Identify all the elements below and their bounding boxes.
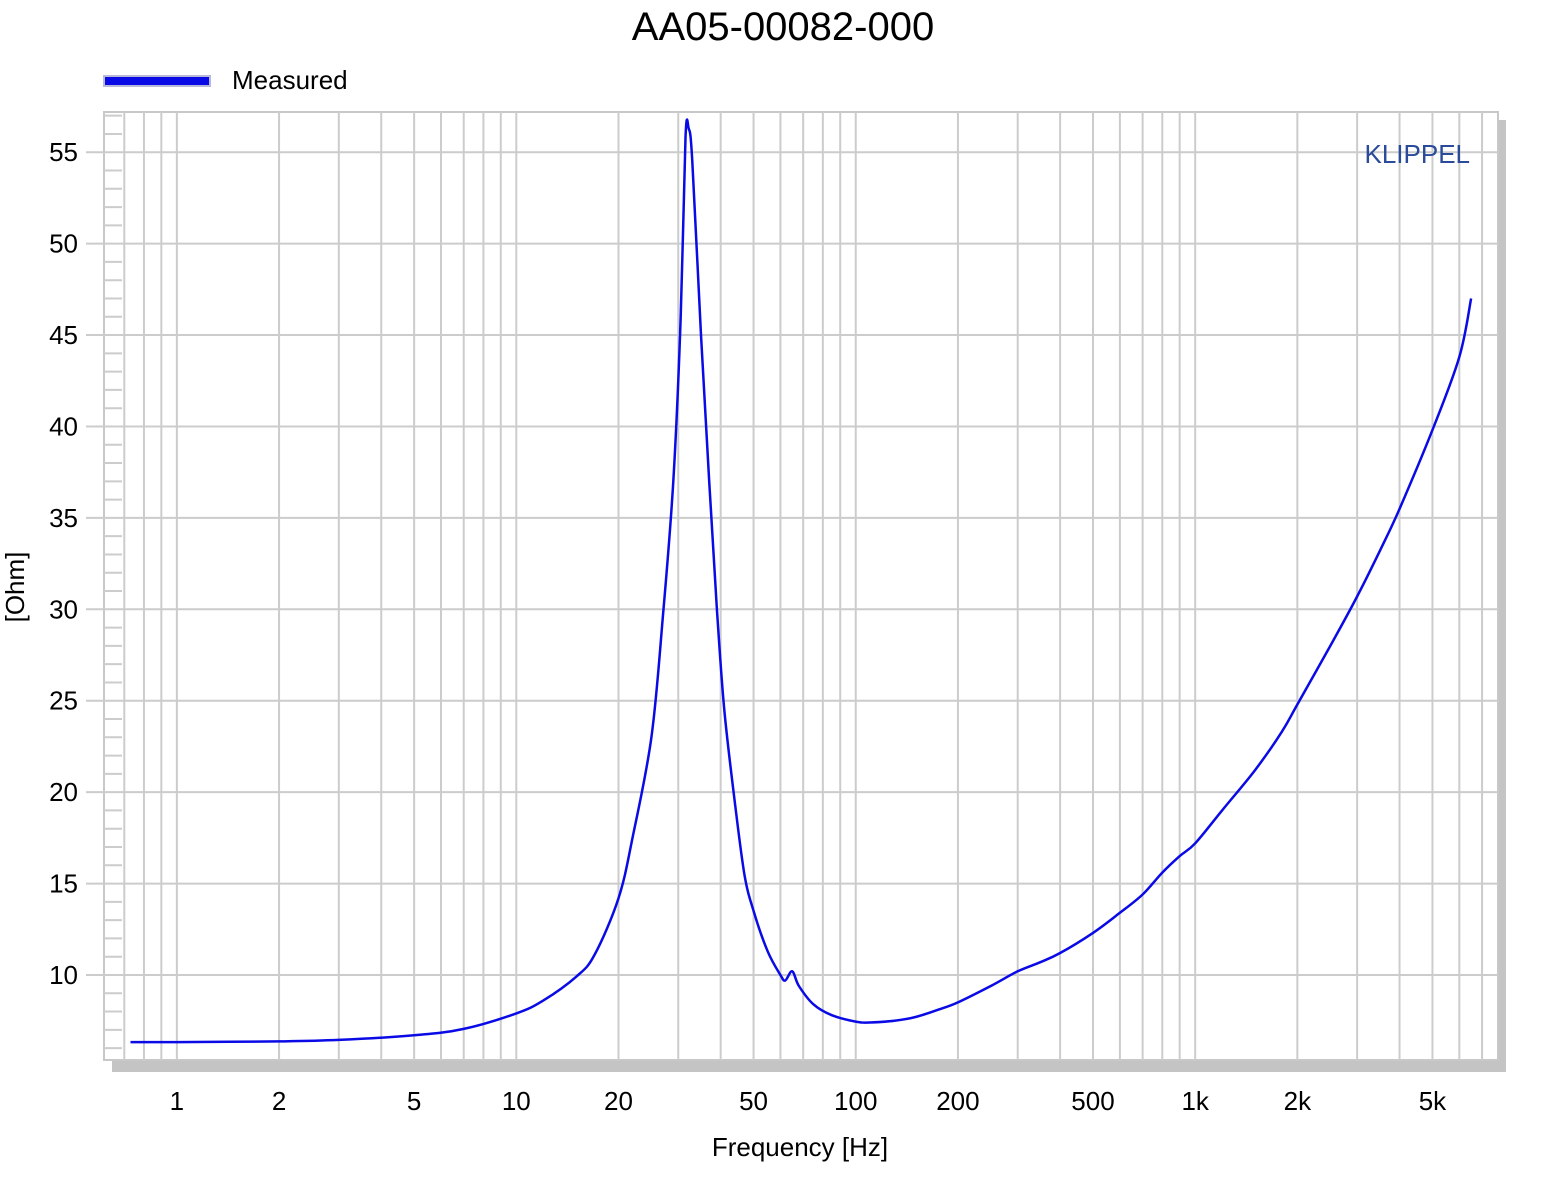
x-axis-label: Frequency [Hz] xyxy=(712,1132,888,1162)
x-tick-label: 20 xyxy=(604,1086,633,1116)
legend: Measured xyxy=(103,65,348,95)
y-tick-label: 45 xyxy=(49,320,78,350)
y-tick-label: 40 xyxy=(49,411,78,441)
legend-label-measured: Measured xyxy=(232,65,348,95)
series-line-measured xyxy=(130,118,1473,1044)
plot-area xyxy=(103,111,1499,1061)
x-tick-label: 500 xyxy=(1071,1086,1114,1116)
x-axis-ticks: 1 2 5 10 20 50 100 200 500 1k 2k 5k xyxy=(170,1086,1448,1116)
x-tick-label: 1 xyxy=(170,1086,184,1116)
y-tick-label: 10 xyxy=(49,960,78,990)
y-tick-label: 20 xyxy=(49,777,78,807)
x-tick-label: 100 xyxy=(834,1086,877,1116)
y-tick-label: 25 xyxy=(49,686,78,716)
x-tick-label: 5 xyxy=(407,1086,421,1116)
x-tick-label: 2 xyxy=(272,1086,286,1116)
y-axis-ticks: 10 15 20 25 30 35 40 45 50 55 xyxy=(49,137,78,990)
x-tick-label: 50 xyxy=(739,1086,768,1116)
y-tick-label: 15 xyxy=(49,869,78,899)
chart-title: AA05-00082-000 xyxy=(632,5,934,49)
y-minor-ticks xyxy=(104,114,122,1050)
grid xyxy=(86,112,1498,1060)
watermark-klippel: KLIPPEL xyxy=(1364,139,1470,169)
y-tick-label: 50 xyxy=(49,229,78,259)
legend-swatch-measured xyxy=(103,75,211,87)
y-axis-label: [Ohm] xyxy=(0,552,30,623)
x-tick-label: 2k xyxy=(1284,1086,1312,1116)
y-tick-label: 30 xyxy=(49,594,78,624)
x-tick-label: 200 xyxy=(936,1086,979,1116)
x-tick-label: 5k xyxy=(1419,1086,1447,1116)
x-tick-label: 10 xyxy=(502,1086,531,1116)
y-tick-label: 55 xyxy=(49,137,78,167)
y-tick-label: 35 xyxy=(49,503,78,533)
x-tick-label: 1k xyxy=(1181,1086,1209,1116)
